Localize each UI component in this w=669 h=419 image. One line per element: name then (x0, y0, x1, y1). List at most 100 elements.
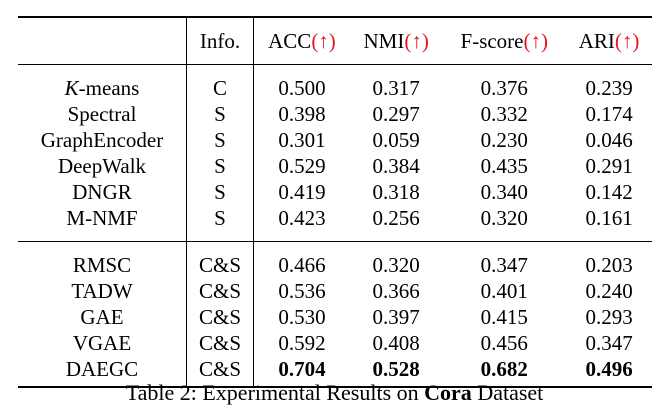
method-name: TADW (71, 278, 133, 303)
method-name: VGAE (72, 330, 132, 355)
acc-cell: 0.301 (278, 127, 326, 152)
nmi-cell: 0.256 (349, 205, 443, 242)
method-cell: RMSC (18, 242, 187, 279)
ari-cell: 0.291 (585, 153, 633, 178)
fscore-cell: 0.682 (442, 356, 567, 388)
table-row: M-NMF S 0.423 0.256 0.320 0.161 (18, 205, 652, 242)
acc-cell: 0.530 (278, 304, 326, 329)
fscore-cell: 0.401 (480, 278, 528, 303)
table-row: Spectral S 0.398 0.297 0.332 0.174 (18, 101, 652, 127)
table-row: RMSC C&S 0.466 0.320 0.347 0.203 (18, 241, 652, 279)
acc-cell: 0.704 (253, 356, 350, 388)
nmi-cell: 0.408 (372, 330, 420, 355)
method-cell: GraphEncoder (18, 127, 187, 153)
method-cell: Spectral (18, 101, 187, 127)
fscore-cell: 0.230 (480, 127, 528, 152)
info-cell: C&S (186, 356, 254, 388)
fscore-cell: 0.320 (442, 205, 567, 242)
method-name: GAE (80, 304, 124, 329)
method-name: M-NMF (66, 205, 138, 230)
method-cell: TADW (18, 278, 187, 304)
acc-cell: 0.466 (278, 252, 326, 277)
ari-cell: 0.496 (566, 356, 652, 388)
table-row: DAEGC C&S 0.704 0.528 0.682 0.496 (18, 356, 652, 388)
ari-cell: 0.161 (566, 205, 652, 242)
acc-cell: 0.423 (253, 205, 350, 242)
ari-cell: 0.046 (585, 127, 633, 152)
header-ari-name: ARI (578, 28, 615, 53)
fscore-cell: 0.415 (480, 304, 528, 329)
ari-cell: 0.174 (585, 101, 633, 126)
fscore-cell: 0.347 (480, 252, 528, 277)
nmi-cell: 0.320 (372, 252, 420, 277)
acc-cell: 0.500 (278, 75, 326, 100)
fscore-cell: 0.456 (480, 330, 528, 355)
info-cell: S (186, 153, 254, 179)
ari-cell: 0.347 (585, 330, 633, 355)
ari-cell: 0.142 (585, 179, 633, 204)
table-row: DNGR S 0.419 0.318 0.340 0.142 (18, 179, 652, 205)
method-cell: M-NMF (18, 205, 187, 242)
fscore-cell: 0.376 (480, 75, 528, 100)
up-arrow-icon: (↑) (404, 28, 429, 53)
fscore-cell: 0.435 (480, 153, 528, 178)
nmi-cell: 0.318 (372, 179, 420, 204)
header-nmi: NMI(↑) (349, 16, 443, 65)
header-method (18, 16, 187, 65)
info-cell: S (186, 179, 254, 205)
method-name: DeepWalk (57, 153, 147, 178)
up-arrow-icon: (↑) (523, 28, 549, 53)
method-cell: GAE (18, 304, 187, 330)
ari-cell: 0.240 (585, 278, 633, 303)
table-row: TADW C&S 0.536 0.366 0.401 0.240 (18, 278, 652, 304)
nmi-cell: 0.297 (372, 101, 420, 126)
method-name: DNGR (72, 179, 132, 204)
nmi-cell: 0.317 (372, 75, 420, 100)
header-nmi-name: NMI (363, 28, 405, 53)
acc-cell: 0.529 (278, 153, 326, 178)
table-body: K-means C 0.500 0.317 0.376 0.239 Spectral S 0.3… (18, 64, 652, 388)
method-cell: DNGR (18, 179, 187, 205)
table-caption: Table 2: Experimental Results on Cora Da… (0, 380, 669, 406)
nmi-cell: 0.397 (372, 304, 420, 329)
up-arrow-icon: (↑) (614, 28, 640, 53)
ari-cell: 0.203 (585, 252, 633, 277)
info-cell: C&S (186, 304, 254, 330)
info-cell: S (186, 127, 254, 153)
header-acc: ACC(↑) (253, 16, 350, 65)
caption-dataset: Cora (424, 380, 472, 405)
info-cell: C (186, 64, 254, 101)
acc-cell: 0.592 (278, 330, 326, 355)
header-acc-name: ACC (268, 28, 312, 53)
method-name: DAEGC (65, 356, 139, 381)
method-cell: VGAE (18, 330, 187, 356)
header-row: Info. ACC(↑) NMI(↑) F-score(↑) ARI(↑) (18, 16, 652, 65)
header-fscore-name: F-score (460, 28, 524, 53)
caption-suffix: Dataset (471, 380, 544, 405)
nmi-cell: 0.528 (349, 356, 443, 388)
header-info: Info. (186, 16, 254, 65)
acc-cell: 0.398 (278, 101, 326, 126)
info-cell: C&S (186, 330, 254, 356)
ari-cell: 0.293 (585, 304, 633, 329)
table-row: DeepWalk S 0.529 0.384 0.435 0.291 (18, 153, 652, 179)
fscore-cell: 0.340 (480, 179, 528, 204)
method-name: GraphEncoder (40, 127, 164, 152)
table-row: K-means C 0.500 0.317 0.376 0.239 (18, 64, 652, 102)
method-cell: K-means (18, 65, 187, 102)
header-fscore: F-score(↑) (442, 16, 567, 65)
results-table-container: Info. ACC(↑) NMI(↑) F-score(↑) ARI(↑) K-… (18, 16, 652, 388)
caption-prefix: Table 2: Experimental Results on (125, 380, 425, 405)
method-cell: DAEGC (18, 356, 187, 388)
table-row: VGAE C&S 0.592 0.408 0.456 0.347 (18, 330, 652, 356)
table-row: GraphEncoder S 0.301 0.059 0.230 0.046 (18, 127, 652, 153)
ari-cell: 0.239 (585, 75, 633, 100)
acc-cell: 0.536 (278, 278, 326, 303)
header-ari: ARI(↑) (566, 16, 652, 65)
method-name: Spectral (67, 101, 137, 126)
info-cell: C&S (186, 278, 254, 304)
info-cell: S (186, 101, 254, 127)
up-arrow-icon: (↑) (311, 28, 336, 53)
info-cell: C&S (186, 241, 254, 278)
results-table: Info. ACC(↑) NMI(↑) F-score(↑) ARI(↑) K-… (18, 16, 652, 388)
